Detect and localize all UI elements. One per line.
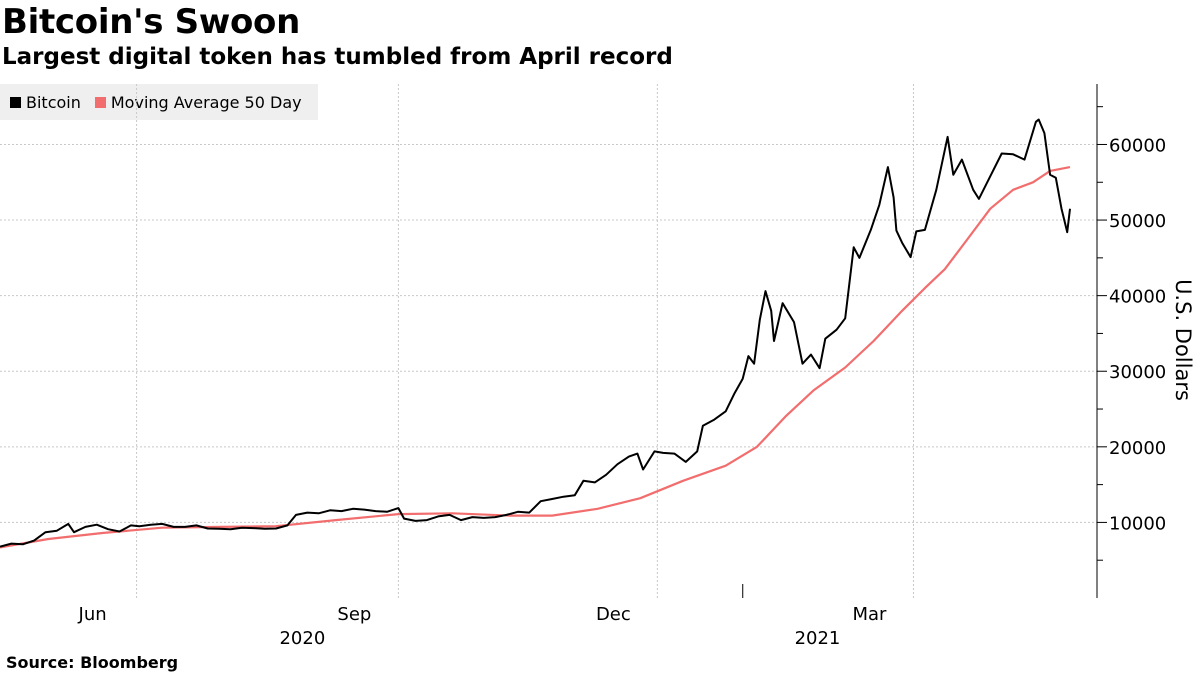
y-tick-label-20000: 20000 bbox=[1109, 438, 1166, 459]
source-note: Source: Bloomberg bbox=[6, 653, 179, 672]
legend: Bitcoin Moving Average 50 Day bbox=[0, 84, 318, 120]
chart-subtitle: Largest digital token has tumbled from A… bbox=[2, 44, 673, 70]
legend-label-bitcoin: Bitcoin bbox=[26, 92, 81, 112]
legend-item-ma50: Moving Average 50 Day bbox=[94, 92, 302, 112]
x-tick-label-Sep: Sep bbox=[337, 604, 371, 625]
y-tick-label-40000: 40000 bbox=[1109, 287, 1166, 308]
y-tick-label-60000: 60000 bbox=[1109, 135, 1166, 156]
x-year-label-2020: 2020 bbox=[279, 628, 325, 649]
y-tick-label-50000: 50000 bbox=[1109, 211, 1166, 232]
series-line-ma50 bbox=[0, 166, 1071, 549]
legend-swatch-bitcoin bbox=[10, 96, 21, 108]
x-tick-label-Jun: Jun bbox=[78, 604, 107, 625]
x-tick-label-Mar: Mar bbox=[852, 604, 887, 625]
legend-label-ma50: Moving Average 50 Day bbox=[110, 92, 302, 112]
legend-swatch-ma50 bbox=[94, 96, 106, 108]
y-tick-label-30000: 30000 bbox=[1109, 362, 1166, 383]
chart-title: Bitcoin's Swoon bbox=[2, 2, 300, 42]
series-line-bitcoin bbox=[0, 118, 1071, 548]
legend-item-bitcoin: Bitcoin bbox=[10, 93, 81, 112]
y-axis-title: U.S. Dollars bbox=[1171, 279, 1195, 401]
x-year-label-2021: 2021 bbox=[795, 628, 841, 649]
x-tick-label-Dec: Dec bbox=[596, 604, 631, 625]
y-tick-label-10000: 10000 bbox=[1109, 513, 1166, 534]
